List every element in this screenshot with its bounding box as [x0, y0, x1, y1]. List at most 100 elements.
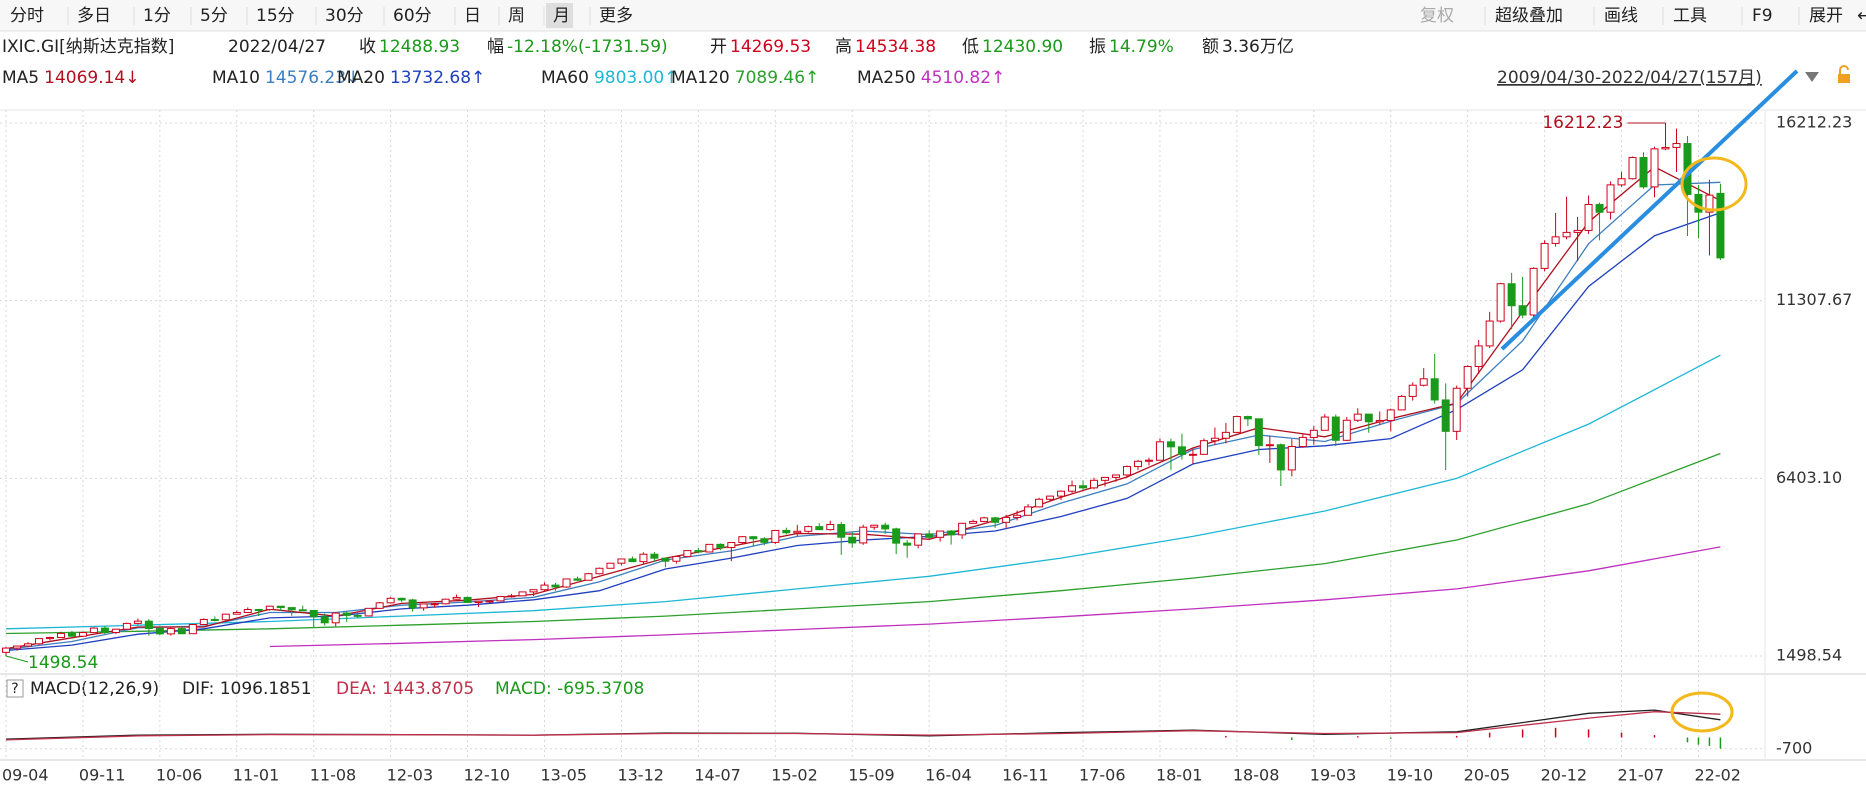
- candle-body: [617, 558, 626, 564]
- quote-label: 低: [962, 37, 979, 57]
- candle-body: [1496, 283, 1505, 322]
- candle-body: [507, 595, 516, 598]
- annotation-pointer: [5, 655, 29, 663]
- candle-body: [122, 622, 131, 630]
- ma-name: MA10: [212, 68, 260, 88]
- x-tick-label: 15-09: [848, 766, 895, 785]
- period-button[interactable]: 更多: [599, 6, 633, 26]
- period-button[interactable]: 15分: [256, 6, 295, 26]
- x-tick-label: 16-11: [1002, 766, 1049, 785]
- ma-value: 4510.82↑: [921, 68, 1006, 88]
- tool-button[interactable]: F9: [1752, 6, 1773, 26]
- candle-body: [1485, 320, 1494, 347]
- y-tick-label: 6403.10: [1776, 468, 1842, 487]
- candle-body: [1013, 514, 1022, 518]
- period-button[interactable]: 周: [508, 6, 525, 26]
- candle-body: [375, 602, 384, 609]
- candle-body: [1133, 460, 1142, 468]
- candle-body: [34, 638, 43, 645]
- x-tick-label: 13-05: [541, 766, 588, 785]
- tool-button[interactable]: 超级叠加: [1495, 6, 1563, 26]
- ma-value: 14576.23↓: [265, 68, 360, 88]
- candle-body: [144, 620, 153, 630]
- annotation-label: 16212.23: [1542, 113, 1623, 133]
- candle-body: [1672, 143, 1681, 148]
- candle-body: [1144, 459, 1153, 462]
- expand-icon: ←: [1857, 6, 1866, 26]
- ma-legend: MA250 4510.82↑: [857, 68, 1005, 88]
- help-box[interactable]: [6, 679, 24, 698]
- x-tick-label: 18-01: [1156, 766, 1203, 785]
- candle-body: [639, 553, 648, 563]
- ma-legend: MA60 9803.00↑: [541, 68, 678, 88]
- candle-body: [1024, 506, 1033, 516]
- candle-body: [177, 628, 186, 635]
- candle-body: [199, 618, 208, 626]
- period-button[interactable]: 30分: [325, 6, 364, 26]
- candle-body: [452, 596, 461, 600]
- candle-body: [1705, 194, 1714, 213]
- candle-body: [463, 596, 472, 603]
- ma-value: 9803.00↑: [594, 68, 679, 88]
- candle-body: [529, 589, 538, 593]
- candle-body: [1254, 418, 1263, 447]
- tool-button[interactable]: 展开: [1809, 6, 1843, 26]
- candle-body: [837, 524, 846, 538]
- candle-body: [1507, 283, 1516, 307]
- candle-body: [1276, 444, 1285, 471]
- period-button[interactable]: 1分: [143, 6, 171, 26]
- candle-body: [991, 517, 1000, 523]
- x-tick-label: 22-02: [1694, 766, 1741, 785]
- candle-body: [1265, 444, 1274, 447]
- candle-body: [1661, 146, 1670, 150]
- quote-value: 12488.93: [379, 37, 460, 57]
- candle-body: [496, 595, 505, 602]
- tool-button[interactable]: 画线: [1604, 6, 1638, 26]
- candle-body: [551, 584, 560, 588]
- candle-body: [353, 614, 362, 617]
- lock-icon[interactable]: [1838, 74, 1850, 83]
- help-icon[interactable]: ?: [11, 681, 18, 697]
- candle-body: [276, 605, 285, 609]
- period-button[interactable]: 日: [464, 6, 481, 26]
- candle-body: [870, 524, 879, 528]
- period-button[interactable]: 5分: [200, 6, 228, 26]
- candle-body: [1441, 399, 1450, 432]
- candle-body: [1298, 436, 1307, 447]
- candle-body: [188, 624, 197, 635]
- candle-body: [23, 643, 32, 647]
- ma-name: MA250: [857, 68, 916, 88]
- candle-body: [782, 529, 791, 534]
- period-button[interactable]: 月: [553, 6, 570, 26]
- candle-body: [1518, 305, 1527, 316]
- x-tick-label: 16-04: [925, 766, 972, 785]
- quote-label: 振: [1089, 37, 1106, 57]
- x-tick-label: 11-08: [310, 766, 357, 785]
- x-tick-label: 19-03: [1310, 766, 1357, 785]
- x-tick-label: 15-02: [771, 766, 818, 785]
- ma-legend: MA10 14576.23↓: [212, 68, 360, 88]
- candle-body: [815, 526, 824, 531]
- candle-body: [1386, 409, 1395, 422]
- period-button[interactable]: 多日: [77, 6, 111, 26]
- quote-date: 2022/04/27: [228, 37, 326, 57]
- candle-body: [133, 620, 142, 624]
- tool-button[interactable]: 工具: [1673, 6, 1707, 26]
- ma-legend: MA120 7089.46↑: [671, 68, 819, 88]
- candle-body: [441, 598, 450, 605]
- candle-body: [331, 612, 340, 624]
- x-tick-label: 12-10: [464, 766, 511, 785]
- candle-body: [694, 550, 703, 553]
- date-range[interactable]: 2009/04/30-2022/04/27(157月): [1497, 68, 1762, 88]
- period-button[interactable]: 分时: [10, 6, 44, 26]
- quote-value: 14.79%: [1109, 37, 1174, 57]
- y-tick-label: 1498.54: [1776, 646, 1842, 665]
- period-button[interactable]: 60分: [393, 6, 432, 26]
- range-dropdown[interactable]: [1805, 72, 1819, 82]
- candle-body: [56, 632, 65, 639]
- tool-button[interactable]: 复权: [1420, 6, 1454, 26]
- candle-body: [1551, 236, 1560, 244]
- candle-body: [1002, 516, 1011, 523]
- quote-value: 14534.38: [855, 37, 936, 57]
